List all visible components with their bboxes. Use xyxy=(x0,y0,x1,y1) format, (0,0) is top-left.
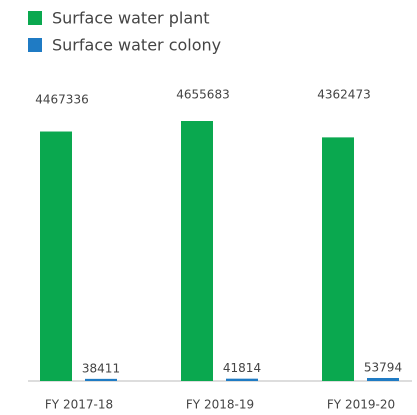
bar xyxy=(367,377,399,381)
bar xyxy=(40,131,72,381)
legend-swatch xyxy=(28,11,42,25)
data-label: 41814 xyxy=(223,361,261,375)
x-tick-label: FY 2019-20 xyxy=(327,398,395,412)
legend-label: Surface water plant xyxy=(52,9,210,28)
x-tick-label: FY 2017-18 xyxy=(45,398,113,412)
data-label: 4655683 xyxy=(176,88,229,102)
bar xyxy=(226,378,258,381)
legend-label: Surface water colony xyxy=(52,36,221,55)
data-label: 4362473 xyxy=(317,88,370,102)
bar xyxy=(181,121,213,381)
bar xyxy=(322,137,354,381)
legend-swatch xyxy=(28,38,42,52)
data-label: 38411 xyxy=(82,361,120,375)
data-label: 4467336 xyxy=(35,93,88,107)
data-label: 53794 xyxy=(364,360,402,374)
x-tick-label: FY 2018-19 xyxy=(186,398,254,412)
bar xyxy=(85,378,117,381)
